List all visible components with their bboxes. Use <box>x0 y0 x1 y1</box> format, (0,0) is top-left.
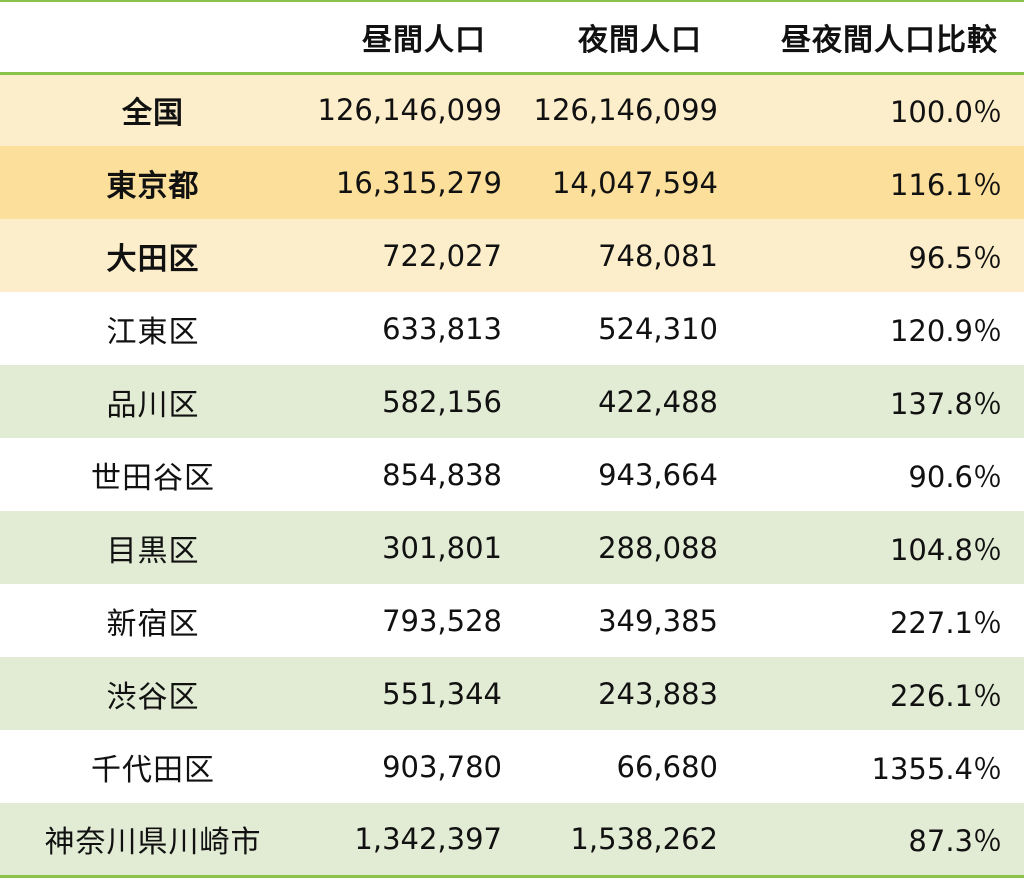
table-row: 江東区 633,813 524,310 120.9％ <box>0 292 1024 365</box>
header-day-night-ratio: 昼夜間人口比較 <box>781 22 998 58</box>
day-night-ratio-cell: 104.8％ <box>889 532 1002 567</box>
day-night-ratio-cell: 1355.4％ <box>871 751 1002 786</box>
region-name-cell: 江東区 <box>106 314 200 350</box>
nighttime-population-cell: 524,310 <box>598 311 718 346</box>
daytime-population-cell: 551,344 <box>382 676 502 711</box>
nighttime-population-cell: 243,883 <box>598 676 718 711</box>
nighttime-population-cell: 943,664 <box>598 457 718 492</box>
header-name <box>0 1 306 73</box>
daytime-population-cell: 722,027 <box>382 238 502 273</box>
daytime-population-cell: 854,838 <box>382 457 502 492</box>
day-night-ratio-cell: 116.1％ <box>889 167 1002 202</box>
region-name-cell: 新宿区 <box>106 606 200 642</box>
table-row: 渋谷区 551,344 243,883 226.1％ <box>0 657 1024 730</box>
daytime-population-cell: 903,780 <box>382 749 502 784</box>
table-body: 全国 126,146,099 126,146,099 100.0％ 東京都 16,315,… <box>0 73 1024 876</box>
table-row: 目黒区 301,801 288,088 104.8％ <box>0 511 1024 584</box>
daytime-population-cell: 301,801 <box>382 530 502 565</box>
table-row: 東京都 16,315,279 14,047,594 116.1％ <box>0 146 1024 219</box>
region-name-cell: 世田谷区 <box>91 460 215 496</box>
table-row: 全国 126,146,099 126,146,099 100.0％ <box>0 73 1024 146</box>
day-night-ratio-cell: 227.1％ <box>889 605 1002 640</box>
nighttime-population-cell: 349,385 <box>598 603 718 638</box>
region-name-cell: 千代田区 <box>91 752 215 788</box>
header-nighttime-population: 夜間人口 <box>578 22 702 58</box>
daytime-population-cell: 633,813 <box>382 311 502 346</box>
day-night-ratio-cell: 137.8％ <box>889 386 1002 421</box>
nighttime-population-cell: 14,047,594 <box>551 165 718 200</box>
header-daytime-population: 昼間人口 <box>362 22 486 58</box>
table-row: 大田区 722,027 748,081 96.5％ <box>0 219 1024 292</box>
day-night-ratio-cell: 90.6％ <box>908 459 1002 494</box>
table-row: 品川区 582,156 422,488 137.8％ <box>0 365 1024 438</box>
table-row: 新宿区 793,528 349,385 227.1％ <box>0 584 1024 657</box>
region-name-cell: 渋谷区 <box>106 679 200 715</box>
daytime-population-cell: 793,528 <box>382 603 502 638</box>
daytime-population-cell: 16,315,279 <box>335 165 502 200</box>
region-name-cell: 品川区 <box>106 387 200 423</box>
daytime-population-cell: 1,342,397 <box>354 821 502 856</box>
region-name-cell: 全国 <box>122 96 184 132</box>
nighttime-population-cell: 66,680 <box>616 749 718 784</box>
region-name-cell: 大田区 <box>106 241 200 277</box>
nighttime-population-cell: 1,538,262 <box>570 821 718 856</box>
nighttime-population-cell: 126,146,099 <box>533 93 719 128</box>
table-row: 世田谷区 854,838 943,664 90.6％ <box>0 438 1024 511</box>
region-name-cell: 神奈川県川崎市 <box>44 824 262 860</box>
daytime-population-cell: 582,156 <box>382 384 502 419</box>
nighttime-population-cell: 422,488 <box>598 384 718 419</box>
day-night-ratio-cell: 226.1％ <box>889 678 1002 713</box>
region-name-cell: 目黒区 <box>106 533 200 569</box>
table-header-row: 昼間人口 夜間人口 昼夜間人口比較 <box>0 1 1024 73</box>
nighttime-population-cell: 748,081 <box>598 238 718 273</box>
day-night-ratio-cell: 120.9％ <box>889 313 1002 348</box>
region-name-cell: 東京都 <box>106 168 200 204</box>
daytime-population-cell: 126,146,099 <box>317 93 503 128</box>
table-row: 千代田区 903,780 66,680 1355.4％ <box>0 730 1024 803</box>
day-night-ratio-cell: 100.0％ <box>889 95 1002 130</box>
table-row: 神奈川県川崎市 1,342,397 1,538,262 87.3％ <box>0 803 1024 876</box>
day-night-ratio-cell: 96.5％ <box>908 240 1002 275</box>
nighttime-population-cell: 288,088 <box>598 530 718 565</box>
day-night-ratio-cell: 87.3％ <box>908 823 1002 858</box>
